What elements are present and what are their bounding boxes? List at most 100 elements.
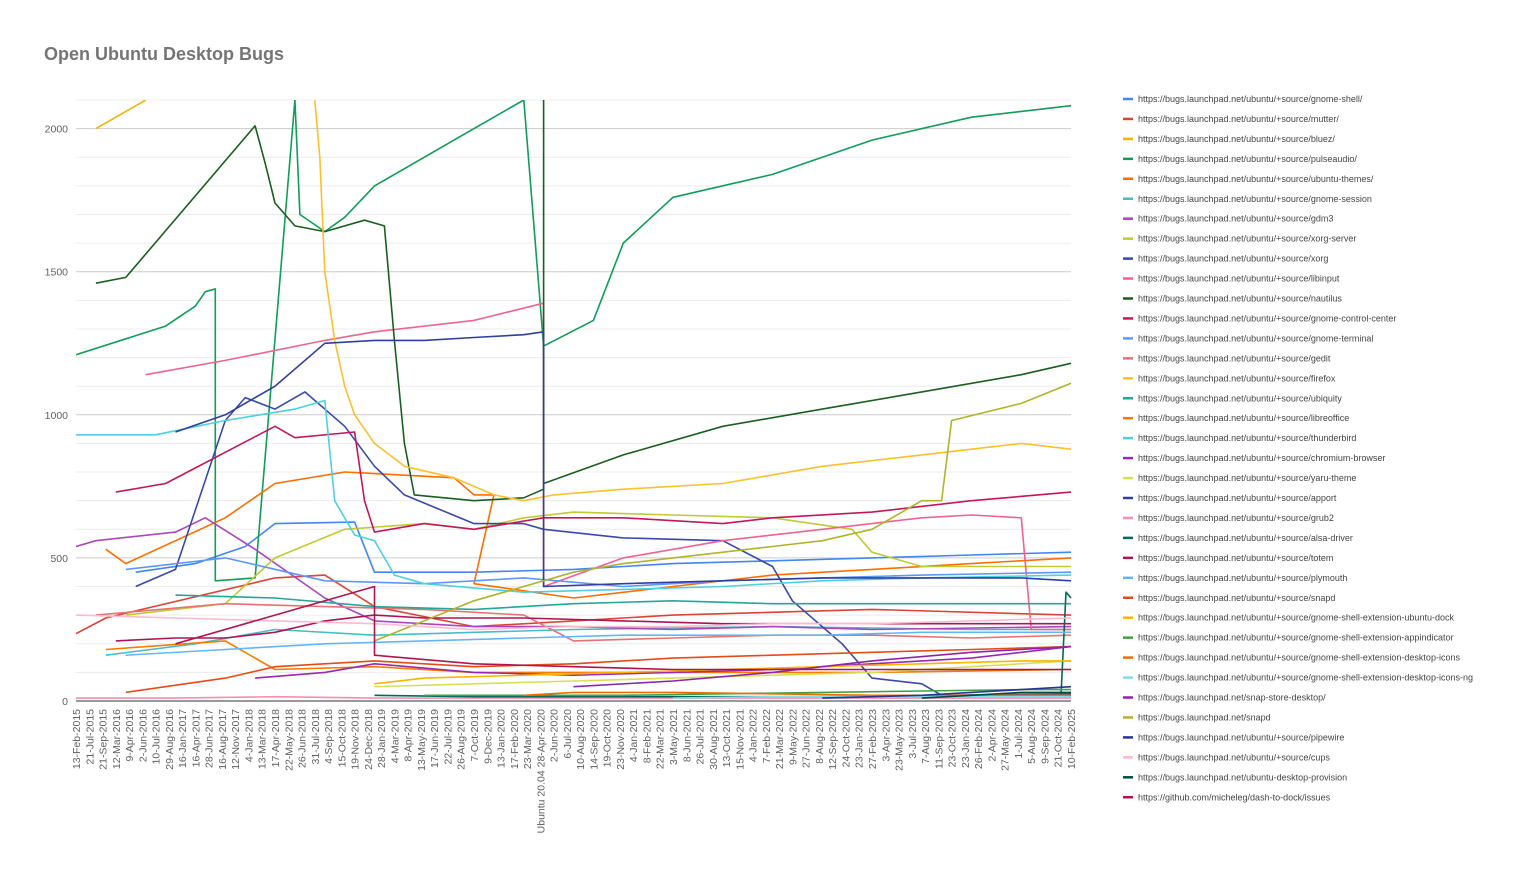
series-line (175, 585, 1071, 671)
x-tick-label: 12-Sep-2022 (827, 709, 839, 770)
x-tick-label: 27-Jun-2022 (801, 709, 813, 768)
x-tick-label: 22-Jul-2019 (442, 709, 454, 765)
x-tick-label: 4-Jan-2022 (748, 709, 760, 762)
x-tick-label: 19-Oct-2020 (602, 709, 614, 768)
x-tick-label: 27-Feb-2023 (867, 709, 879, 769)
legend-label: https://bugs.launchpad.net/ubuntu/+sourc… (1138, 254, 1328, 264)
x-tick-label: 21-Oct-2024 (1053, 709, 1065, 768)
legend-label: https://bugs.launchpad.net/ubuntu/+sourc… (1138, 732, 1344, 742)
series-line (175, 331, 1072, 588)
series-line (125, 557, 1072, 588)
series-line (374, 382, 1072, 642)
legend-label: https://bugs.launchpad.net/ubuntu/+sourc… (1138, 353, 1331, 363)
legend-label: https://bugs.launchpad.net/ubuntu/+sourc… (1138, 553, 1333, 563)
legend-label: https://bugs.launchpad.net/ubuntu/+sourc… (1138, 453, 1385, 463)
legend-label: https://bugs.launchpad.net/ubuntu/+sourc… (1138, 633, 1453, 643)
x-tick-label: 10-Jul-2016 (151, 709, 163, 765)
x-tick-label: 24-Dec-2018 (363, 709, 375, 770)
x-tick-label: 16-Jan-2017 (177, 709, 189, 768)
x-tick-label: 9-Sep-2024 (1039, 709, 1051, 764)
x-tick-label: 2-Apr-2024 (986, 709, 998, 762)
x-tick-label: 1-Jul-2024 (1013, 709, 1025, 759)
x-tick-label: 12-Mar-2016 (111, 709, 123, 769)
x-tick-label: 15-Oct-2018 (336, 709, 348, 768)
series-line (573, 645, 1072, 688)
x-tick-label: 8-Jun-2021 (681, 709, 693, 762)
x-tick-label: 3-Jul-2023 (907, 709, 919, 759)
legend-label: https://bugs.launchpad.net/ubuntu/+sourc… (1138, 393, 1342, 403)
x-tick-label: 21-Mar-2022 (774, 709, 786, 769)
x-tick-label: 26-Feb-2024 (973, 709, 985, 769)
x-tick-label: 22-May-2018 (283, 709, 295, 771)
x-tick-label: 7-Aug-2023 (920, 709, 932, 764)
legend-label: https://bugs.launchpad.net/ubuntu/+sourc… (1138, 433, 1356, 443)
x-tick-label: 16-Apr-2017 (190, 709, 202, 768)
x-tick-label: 8-Apr-2019 (403, 709, 415, 762)
legend-label: https://bugs.launchpad.net/ubuntu/+sourc… (1138, 194, 1372, 204)
x-tick-label: 30-Aug-2021 (708, 709, 720, 770)
x-tick-label: 4-Jan-2021 (628, 709, 640, 762)
legend-label: https://bugs.launchpad.net/ubuntu/+sourc… (1138, 94, 1363, 104)
x-tick-label: 3-May-2021 (668, 709, 680, 765)
x-tick-label: 16-Aug-2017 (217, 709, 229, 770)
legend-label: https://bugs.launchpad.net/ubuntu/+sourc… (1138, 513, 1334, 523)
legend-label: https://bugs.launchpad.net/ubuntu/+sourc… (1138, 413, 1349, 423)
series-line (374, 660, 1072, 688)
legend-label: https://bugs.launchpad.net/snap-store-de… (1138, 693, 1326, 703)
series-line (76, 695, 1071, 699)
legend-label: https://bugs.launchpad.net/ubuntu/+sourc… (1138, 593, 1335, 603)
legend-label: https://bugs.launchpad.net/ubuntu/+sourc… (1138, 373, 1336, 383)
y-tick-label: 500 (50, 553, 68, 565)
x-tick-label: 17-Apr-2018 (270, 709, 282, 768)
x-tick-label: 26-Jul-2021 (695, 709, 707, 765)
y-tick-label: 1000 (45, 410, 69, 422)
x-tick-label: 28-Jun-2017 (204, 709, 216, 768)
legend-label: https://bugs.launchpad.net/ubuntu/+sourc… (1138, 333, 1373, 343)
series-line (921, 691, 1071, 699)
y-tick-label: 2000 (45, 124, 69, 136)
series-line (125, 631, 1071, 656)
legend-label: https://bugs.launchpad.net/ubuntu/+sourc… (1138, 533, 1353, 543)
legend-label: https://bugs.launchpad.net/ubuntu/+sourc… (1138, 114, 1339, 124)
series-line (374, 591, 1072, 698)
x-tick-label: Ubuntu 20.04 28-Apr-2020 (535, 709, 547, 833)
x-tick-label: 12-Nov-2017 (230, 709, 242, 770)
x-tick-label: 10-Feb-2025 (1066, 709, 1078, 769)
x-tick-label: 10-Aug-2020 (575, 709, 587, 770)
x-tick-label: 26-Jun-2018 (297, 709, 309, 768)
legend-label: https://bugs.launchpad.net/ubuntu/+sourc… (1138, 134, 1335, 144)
series-line (145, 302, 1071, 631)
x-tick-label: 8-Aug-2022 (814, 709, 826, 764)
x-tick-label: 9-Dec-2019 (482, 709, 494, 764)
legend-label: https://bugs.launchpad.net/ubuntu/+sourc… (1138, 174, 1374, 184)
legend-label: https://bugs.launchpad.net/ubuntu/+sourc… (1138, 493, 1337, 503)
x-tick-label: 4-Mar-2019 (389, 709, 401, 763)
x-tick-label: 4-Sep-2018 (323, 709, 335, 764)
series-line (76, 574, 1072, 635)
legend-label: https://bugs.launchpad.net/ubuntu/+sourc… (1138, 274, 1340, 284)
series-line (95, 100, 147, 130)
chart-title: Open Ubuntu Desktop Bugs (44, 44, 284, 64)
x-tick-label: 28-Jan-2019 (376, 709, 388, 768)
series-line (105, 471, 1072, 599)
x-tick-label: 3-Apr-2023 (880, 709, 892, 762)
x-tick-label: 21-Sep-2015 (98, 709, 110, 770)
legend-label: https://bugs.launchpad.net/ubuntu/+sourc… (1138, 653, 1460, 663)
legend-label: https://bugs.launchpad.net/ubuntu/+sourc… (1138, 154, 1357, 164)
x-tick-label: 2-Jun-2020 (549, 709, 561, 762)
x-tick-label: 13-Jan-2020 (496, 709, 508, 768)
legend-label: https://bugs.launchpad.net/ubuntu/+sourc… (1138, 613, 1454, 623)
series-line (76, 399, 1072, 593)
legend-label: https://bugs.launchpad.net/ubuntu/+sourc… (1138, 573, 1347, 583)
legend-label: https://bugs.launchpad.net/ubuntu/+sourc… (1138, 234, 1356, 244)
series-line (125, 511, 1071, 616)
series-line (76, 100, 1072, 582)
legend-label: https://bugs.launchpad.net/ubuntu/+sourc… (1138, 214, 1333, 224)
series-line (115, 425, 1072, 533)
x-tick-label: 13-May-2019 (416, 709, 428, 771)
legend-label: https://bugs.launchpad.net/snapd (1138, 712, 1271, 722)
series-line (822, 685, 1072, 699)
series-line (95, 602, 1072, 642)
series-line (125, 645, 1072, 694)
